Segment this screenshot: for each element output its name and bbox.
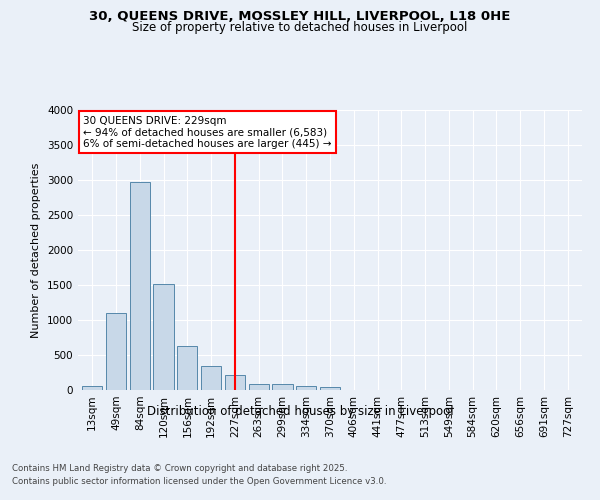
Bar — [320, 387, 340, 390]
Text: Distribution of detached houses by size in Liverpool: Distribution of detached houses by size … — [146, 405, 454, 418]
Bar — [272, 384, 293, 390]
Text: Size of property relative to detached houses in Liverpool: Size of property relative to detached ho… — [133, 21, 467, 34]
Text: 30 QUEENS DRIVE: 229sqm
← 94% of detached houses are smaller (6,583)
6% of semi-: 30 QUEENS DRIVE: 229sqm ← 94% of detache… — [83, 116, 332, 149]
Y-axis label: Number of detached properties: Number of detached properties — [31, 162, 41, 338]
Bar — [130, 182, 150, 390]
Text: 30, QUEENS DRIVE, MOSSLEY HILL, LIVERPOOL, L18 0HE: 30, QUEENS DRIVE, MOSSLEY HILL, LIVERPOO… — [89, 10, 511, 23]
Bar — [177, 346, 197, 390]
Bar — [201, 366, 221, 390]
Bar — [82, 386, 103, 390]
Bar — [225, 374, 245, 390]
Text: Contains HM Land Registry data © Crown copyright and database right 2025.: Contains HM Land Registry data © Crown c… — [12, 464, 347, 473]
Bar — [106, 313, 126, 390]
Bar — [296, 386, 316, 390]
Bar — [154, 284, 173, 390]
Text: Contains public sector information licensed under the Open Government Licence v3: Contains public sector information licen… — [12, 478, 386, 486]
Bar — [248, 384, 269, 390]
